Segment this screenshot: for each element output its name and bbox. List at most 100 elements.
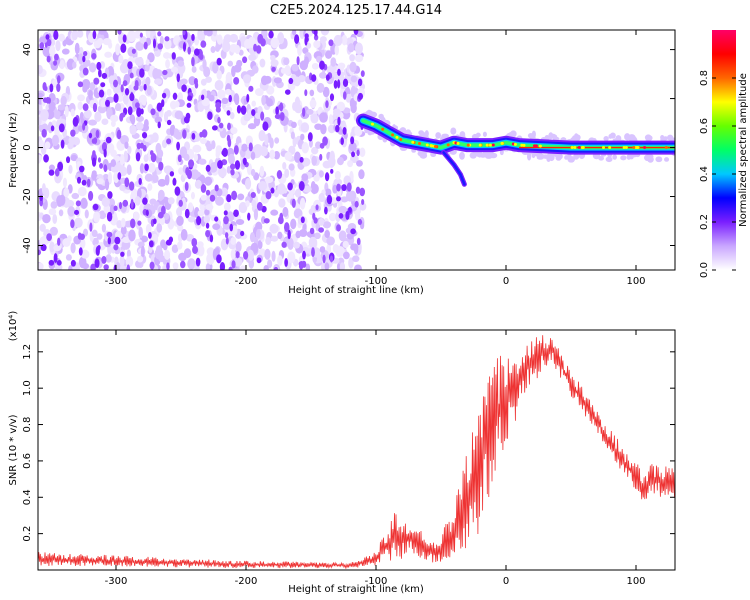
- noise-blob: [68, 265, 73, 270]
- signal-halo: [527, 133, 534, 139]
- noise-blob: [65, 156, 71, 164]
- noise-blob: [194, 169, 199, 179]
- noise-blob: [161, 92, 167, 99]
- noise-blob: [216, 254, 222, 264]
- noise-blob: [120, 43, 127, 53]
- noise-blob: [122, 199, 129, 207]
- signal-halo: [546, 152, 555, 160]
- noise-blob: [145, 209, 149, 217]
- noise-blob: [166, 119, 172, 126]
- noise-blob: [156, 149, 164, 159]
- noise-blob: [133, 211, 140, 221]
- noise-blob: [276, 170, 283, 179]
- noise-blob: [318, 192, 325, 203]
- noise-blob: [354, 200, 359, 208]
- noise-blob: [238, 49, 244, 56]
- noise-blob: [278, 198, 286, 208]
- noise-blob: [144, 173, 154, 182]
- noise-blob: [346, 182, 352, 192]
- noise-blob: [253, 208, 259, 221]
- noise-blob: [110, 114, 119, 123]
- noise-blob: [93, 77, 100, 85]
- noise-blob: [310, 113, 319, 124]
- colorbar-label: Normalized spectral amplitude: [738, 73, 749, 227]
- signal-halo: [475, 151, 481, 157]
- noise-blob: [174, 186, 181, 196]
- noise-blob: [75, 200, 81, 207]
- noise-blob: [180, 78, 188, 85]
- noise-blob: [297, 119, 303, 127]
- noise-blob: [326, 236, 335, 246]
- noise-blob: [145, 30, 151, 39]
- signal-peak: [478, 143, 482, 147]
- noise-blob: [221, 150, 226, 156]
- noise-blob: [227, 60, 234, 67]
- noise-blob: [82, 103, 89, 112]
- noise-blob: [162, 212, 170, 220]
- noise-blob: [91, 53, 97, 60]
- noise-blob: [56, 83, 61, 92]
- noise-blob: [139, 163, 145, 174]
- noise-blob: [64, 105, 69, 118]
- signal-peak: [485, 143, 489, 147]
- noise-blob: [325, 188, 332, 197]
- noise-blob: [313, 217, 318, 224]
- noise-blob: [157, 121, 161, 129]
- noise-blob: [78, 165, 85, 173]
- noise-blob: [143, 83, 147, 91]
- x-tick-label: -100: [365, 576, 388, 587]
- noise-blob: [352, 255, 360, 263]
- signal-peak: [570, 146, 574, 150]
- signal-peak: [534, 144, 538, 148]
- noise-blob: [136, 121, 144, 131]
- noise-blob: [147, 162, 156, 173]
- noise-blob: [174, 131, 183, 140]
- noise-blob: [324, 262, 330, 270]
- noise-blob: [52, 213, 58, 224]
- noise-blob: [342, 78, 349, 87]
- noise-blob: [114, 236, 121, 245]
- noise-blob: [127, 61, 133, 70]
- noise-blob: [345, 93, 352, 103]
- noise-blob: [217, 167, 227, 178]
- noise-blob: [223, 210, 228, 216]
- noise-blob: [284, 258, 288, 267]
- noise-blob: [54, 168, 60, 177]
- noise-blob: [70, 242, 76, 254]
- noise-blob: [83, 51, 88, 57]
- noise-blob: [311, 155, 317, 166]
- noise-blob: [157, 43, 164, 50]
- signal-peak: [538, 144, 542, 148]
- noise-blob: [191, 66, 197, 73]
- signal-halo: [450, 127, 457, 135]
- noise-blob: [131, 48, 136, 54]
- noise-blob: [356, 149, 360, 157]
- noise-blob: [243, 250, 249, 260]
- noise-blob: [101, 118, 109, 125]
- noise-blob: [210, 46, 216, 54]
- noise-blob: [290, 218, 297, 230]
- noise-blob: [136, 107, 142, 117]
- noise-blob: [58, 33, 66, 42]
- noise-blob: [211, 125, 218, 131]
- noise-blob: [338, 212, 344, 219]
- noise-blob: [273, 150, 281, 160]
- noise-blob: [340, 137, 344, 145]
- noise-blob: [277, 32, 285, 44]
- noise-blob: [143, 154, 149, 163]
- noise-blob: [180, 228, 188, 241]
- noise-blob: [153, 69, 163, 78]
- noise-blob: [205, 222, 210, 229]
- noise-blob: [40, 109, 49, 122]
- noise-blob: [88, 62, 97, 73]
- noise-blob: [107, 171, 113, 184]
- noise-blob: [90, 263, 96, 270]
- noise-blob: [81, 179, 87, 186]
- signal-peak: [411, 140, 415, 144]
- noise-blob: [348, 190, 357, 202]
- noise-blob: [241, 143, 248, 152]
- noise-blob: [82, 67, 89, 76]
- noise-blob: [305, 42, 312, 49]
- noise-blob: [322, 254, 326, 264]
- noise-blob: [167, 197, 175, 205]
